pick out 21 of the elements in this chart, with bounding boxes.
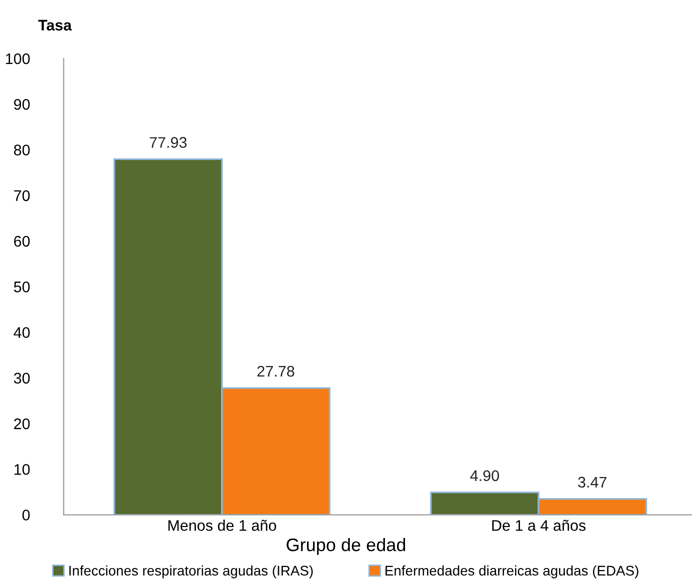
y-tick-label: 0 — [22, 510, 30, 520]
y-tick-label: 10 — [14, 464, 30, 475]
y-tick-label: 90 — [14, 99, 30, 110]
legend-label: Infecciones respiratorias agudas (IRAS) — [69, 565, 313, 578]
data-label: 4.90 — [470, 470, 499, 482]
data-label: 77.93 — [150, 137, 187, 148]
legend-label: Enfermedades diarreicas agudas (EDAS) — [386, 565, 638, 578]
y-tick-label: 30 — [14, 372, 30, 384]
y-axis-title: Tasa — [38, 20, 72, 31]
y-tick-label: 100 — [6, 53, 30, 64]
data-label: 27.78 — [257, 366, 294, 377]
y-tick-label: 80 — [14, 144, 30, 156]
y-tick-label: 20 — [14, 418, 30, 430]
x-axis-title: Grupo de edad — [286, 538, 406, 555]
y-tick-label: 60 — [14, 236, 30, 247]
y-tick-label: 70 — [14, 190, 30, 202]
y-tick-label: 40 — [14, 327, 30, 338]
x-tick-label: De 1 a 4 años — [492, 520, 586, 531]
data-label: 3.47 — [578, 476, 606, 488]
x-tick-label: Menos de 1 año — [168, 520, 276, 531]
y-tick-label: 50 — [14, 282, 30, 292]
